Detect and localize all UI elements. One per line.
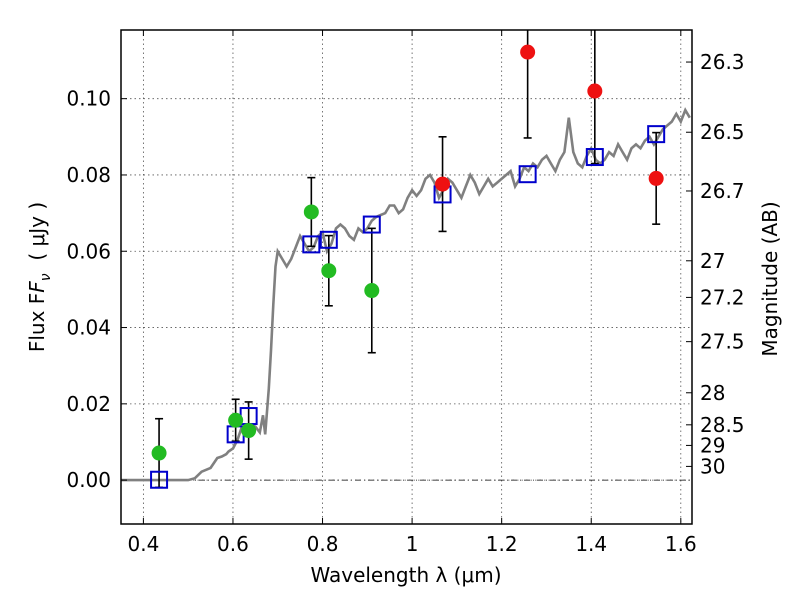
model-band-square-3 bbox=[302, 235, 321, 254]
data-point-s1-p1 bbox=[520, 44, 536, 60]
y2-tick-label-5: 27.5 bbox=[700, 330, 745, 354]
y-axis-label-main: Flux F bbox=[25, 293, 49, 352]
y-axis-label-subscript: ν bbox=[38, 273, 54, 281]
y2-tick-label-4: 27.2 bbox=[700, 285, 745, 309]
y-tick-label-2: 0.04 bbox=[66, 316, 111, 340]
data-point-s1-p2 bbox=[587, 83, 603, 99]
y2-tick-label-9: 30 bbox=[700, 454, 725, 478]
x-tick-label-4: 1.2 bbox=[486, 532, 518, 556]
y-axis-label-unit: ( μJy ) bbox=[25, 202, 49, 274]
model-band-square-8 bbox=[585, 148, 604, 167]
model-band-square-4 bbox=[319, 230, 338, 249]
y2-tick-label-6: 28 bbox=[700, 381, 725, 405]
model-spectrum-line bbox=[121, 107, 691, 482]
model-band-squares bbox=[150, 125, 666, 489]
y2-tick-label-1: 26.5 bbox=[700, 120, 745, 144]
data-point-s1-p0 bbox=[435, 176, 451, 192]
x-tick-label-6: 1.6 bbox=[665, 532, 697, 556]
y-tick-label-5: 0.10 bbox=[66, 87, 111, 111]
data-point-s0-p0 bbox=[151, 445, 167, 461]
model-band-square-0 bbox=[150, 470, 169, 489]
data-point-s0-p5 bbox=[364, 283, 380, 299]
y-tick-label-3: 0.06 bbox=[66, 239, 111, 263]
x-tick-label-5: 1.4 bbox=[575, 532, 607, 556]
y2-tick-label-2: 26.7 bbox=[700, 179, 745, 203]
y2-axis-label: Magnitude (AB) bbox=[758, 201, 782, 356]
x-tick-label-3: 1 bbox=[406, 532, 419, 556]
x-tick-label-2: 0.8 bbox=[307, 532, 339, 556]
data-point-s0-p4 bbox=[321, 263, 337, 279]
model-band-square-7 bbox=[518, 165, 537, 184]
y2-tick-label-3: 27 bbox=[700, 249, 725, 273]
grid bbox=[121, 30, 692, 524]
x-tick-label-1: 0.6 bbox=[217, 532, 249, 556]
y-axis-label-symbol: F bbox=[25, 281, 49, 293]
axis-ticks: 0.4 0.6 0.8 1 1.2 1.4 1.6 0.00 0.02 0.04 0.06 0.08 0… bbox=[66, 30, 745, 556]
y-tick-label-1: 0.02 bbox=[66, 392, 111, 416]
data-point-s0-p1 bbox=[228, 412, 244, 428]
y-axis-label: Flux FFν ( μJy ) bbox=[25, 202, 54, 352]
data-point-s1-p3 bbox=[648, 170, 664, 186]
y-tick-label-4: 0.08 bbox=[66, 163, 111, 187]
model-band-square-9 bbox=[647, 125, 666, 144]
x-tick-label-0: 0.4 bbox=[127, 532, 159, 556]
y2-tick-label-8: 29 bbox=[700, 433, 725, 457]
model-band-square-5 bbox=[362, 215, 381, 234]
y-tick-label-0: 0.00 bbox=[66, 468, 111, 492]
data-point-s0-p2 bbox=[241, 423, 257, 439]
plot-frame bbox=[120, 29, 693, 525]
y2-tick-label-0: 26.3 bbox=[700, 50, 745, 74]
x-axis-label: Wavelength λ (μm) bbox=[310, 563, 501, 587]
observed-points bbox=[151, 44, 664, 461]
y2-tick-label-7: 28.5 bbox=[700, 413, 745, 437]
data-point-s0-p3 bbox=[303, 204, 319, 220]
